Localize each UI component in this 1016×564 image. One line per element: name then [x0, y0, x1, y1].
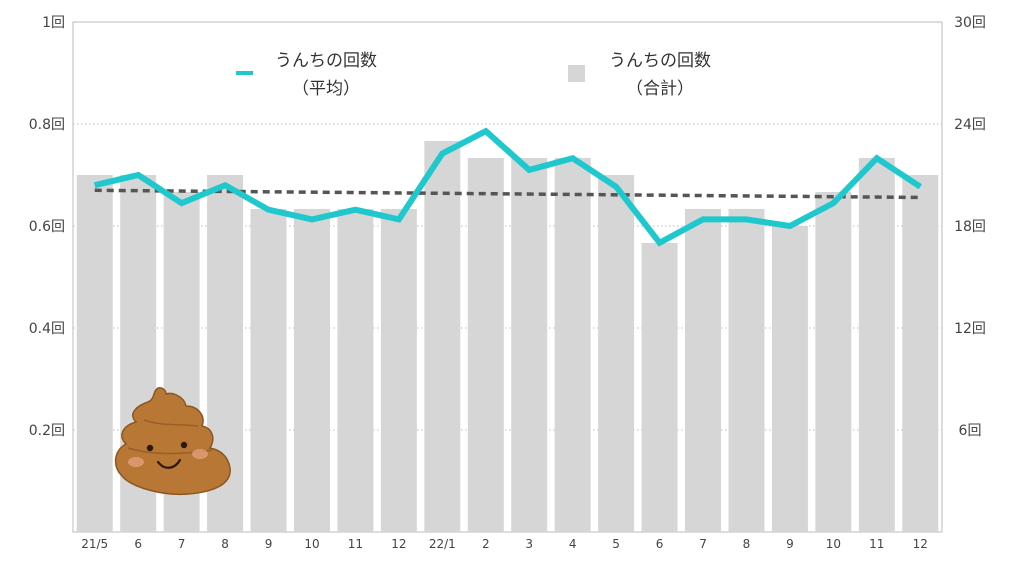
legend-line-marker [236, 71, 253, 75]
legend-label-total-line2: （合計） [626, 79, 694, 99]
x-tick-label: 3 [525, 537, 533, 551]
legend-square-marker [568, 65, 585, 82]
bar [902, 175, 939, 532]
y-right-tick-label: 6回 [959, 423, 982, 439]
legend: うんちの回数 （平均） うんちの回数 （合計） [236, 51, 711, 99]
x-tick-label: 8 [743, 537, 751, 551]
x-tick-label: 7 [699, 537, 707, 551]
y-axis-right: 6回 12回 18回 24回 30回 [954, 15, 986, 439]
y-axis-left: 0.2回 0.4回 0.6回 0.8回 1回 [29, 15, 65, 439]
legend-label-average-line1: うんちの回数 [275, 51, 377, 71]
x-tick-label: 22/1 [429, 537, 456, 551]
x-tick-label: 2 [482, 537, 490, 551]
average-line-path [94, 127, 922, 247]
bar [380, 209, 417, 532]
x-tick-label: 4 [569, 537, 577, 551]
x-tick-label: 10 [304, 537, 319, 551]
x-tick-label: 12 [913, 537, 928, 551]
y-left-tick-label: 0.6回 [29, 219, 65, 235]
x-tick-label: 9 [265, 537, 273, 551]
y-left-tick-label: 0.4回 [29, 321, 65, 337]
x-tick-label: 5 [612, 537, 620, 551]
y-right-tick-label: 12回 [954, 321, 986, 337]
y-left-tick-label: 0.2回 [29, 423, 65, 439]
y-right-tick-label: 18回 [954, 219, 986, 235]
x-tick-label: 7 [178, 537, 186, 551]
bar [467, 158, 504, 532]
bar [293, 209, 330, 532]
x-tick-label: 11 [869, 537, 884, 551]
x-tick-label: 11 [348, 537, 363, 551]
legend-item-total: うんちの回数 （合計） [568, 51, 711, 99]
bar [728, 209, 765, 532]
bar [641, 243, 678, 532]
bar [815, 192, 852, 532]
poop-icon [114, 387, 231, 496]
legend-label-average-line2: （平均） [292, 79, 360, 99]
x-tick-label: 21/5 [81, 537, 108, 551]
bar [76, 175, 113, 532]
y-left-tick-label: 1回 [42, 15, 65, 31]
bar [337, 209, 374, 532]
legend-label-total-line1: うんちの回数 [609, 51, 711, 71]
y-right-tick-label: 30回 [954, 15, 986, 31]
bar [685, 209, 722, 532]
x-tick-label: 10 [826, 537, 841, 551]
bar [511, 158, 548, 532]
bar [598, 175, 635, 532]
y-left-tick-label: 0.8回 [29, 117, 65, 133]
x-tick-label: 12 [391, 537, 406, 551]
line-series [94, 127, 922, 247]
legend-item-average: うんちの回数 （平均） [236, 51, 377, 99]
x-axis: 21/5 6 7 8 9 10 11 12 22/1 2 3 4 5 6 7 8 9 10 11 12 [81, 537, 928, 551]
x-tick-label: 9 [786, 537, 794, 551]
bar [554, 158, 591, 532]
x-tick-label: 6 [134, 537, 142, 551]
y-right-tick-label: 24回 [954, 117, 986, 133]
bar [858, 158, 895, 532]
x-tick-label: 8 [221, 537, 229, 551]
bar [771, 226, 808, 532]
x-tick-label: 6 [656, 537, 664, 551]
bar [424, 141, 461, 532]
bar [250, 209, 287, 532]
